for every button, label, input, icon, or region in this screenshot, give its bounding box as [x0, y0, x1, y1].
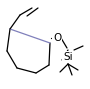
Text: Si: Si: [63, 52, 73, 62]
Text: O: O: [53, 33, 61, 43]
